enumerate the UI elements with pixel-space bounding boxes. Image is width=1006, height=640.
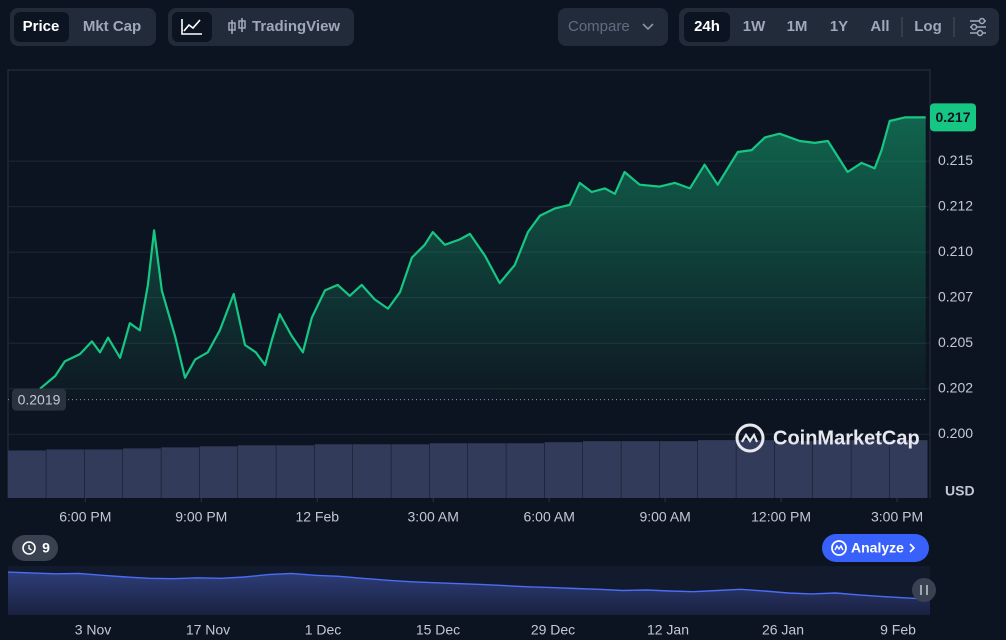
- reference-label-bg: [12, 388, 66, 411]
- history-icon: [22, 541, 36, 555]
- navigator-date-label: 3 Nov: [75, 622, 112, 638]
- range-all[interactable]: All: [870, 18, 889, 35]
- navigator-date-label: 15 Dec: [416, 622, 460, 638]
- settings-icon: [976, 29, 984, 37]
- history-count: 9: [42, 540, 50, 556]
- analyze-btn[interactable]: [822, 534, 929, 562]
- range-1m[interactable]: 1M: [787, 18, 808, 35]
- tab-active-bg[interactable]: [14, 12, 69, 42]
- x-tick-label: 9:00 AM: [639, 509, 690, 525]
- volume-bar: [889, 440, 928, 498]
- y-tick-label: 0.207: [938, 288, 973, 304]
- volume-bar: [161, 447, 200, 498]
- volume-bar: [506, 443, 545, 498]
- navigator-date-label: 1 Dec: [305, 622, 342, 638]
- tab-mktcap[interactable]: Mkt Cap: [83, 18, 141, 35]
- volume-bar: [698, 440, 736, 498]
- volume-bar: [123, 448, 161, 498]
- current-price-label: 0.217: [935, 109, 970, 125]
- mode-group: [168, 8, 354, 46]
- currency-label: USD: [945, 483, 975, 499]
- volume-bar: [583, 441, 621, 498]
- analyze-label[interactable]: Analyze: [851, 540, 904, 556]
- volume-bar: [659, 441, 698, 498]
- volume-bar: [238, 445, 276, 498]
- navigator-area: [8, 572, 930, 615]
- navigator-handle[interactable]: [912, 578, 936, 602]
- line-icon: [181, 19, 202, 35]
- price-line: [39, 116, 926, 390]
- price-area: [40, 117, 926, 400]
- analyze-chevron: [909, 543, 916, 553]
- volume-bar: [774, 441, 813, 498]
- plot-frame: [7, 69, 931, 498]
- volume-bar: [314, 444, 353, 498]
- navigator-handle-grip: [920, 585, 928, 595]
- chevron-icon: [642, 23, 654, 31]
- tradingview-btn[interactable]: TradingView: [252, 18, 340, 35]
- analyze-icon: [834, 544, 844, 551]
- watermark: CoinMarketCap: [773, 427, 920, 449]
- range-active-bg[interactable]: [684, 12, 730, 42]
- settings-icon: [978, 17, 986, 25]
- navigator-date-label: 12 Jan: [647, 622, 689, 638]
- volume-bar: [46, 449, 85, 498]
- volume-bar: [621, 441, 660, 498]
- y-tick-label: 0.215: [938, 152, 973, 168]
- y-tick-label: 0.200: [938, 425, 973, 441]
- y-tick-label: 0.212: [938, 197, 973, 213]
- volume-bar: [391, 444, 430, 498]
- range-24h[interactable]: 24h: [694, 18, 720, 35]
- volume-bar: [8, 450, 46, 498]
- x-tick-label: 12:00 PM: [751, 509, 811, 525]
- x-tick-label: 6:00 AM: [523, 509, 574, 525]
- volume-bar: [851, 440, 890, 498]
- x-tick-label: 12 Feb: [295, 509, 339, 525]
- candle-icon: [228, 22, 236, 31]
- compare-btn[interactable]: Compare: [568, 18, 630, 35]
- watermark-logo: [741, 432, 759, 443]
- x-tick-label: 9:00 PM: [175, 509, 227, 525]
- x-tick-label: 3:00 AM: [408, 509, 459, 525]
- reference-label: 0.2019: [18, 391, 61, 407]
- navigator-date-label: 9 Feb: [880, 622, 916, 638]
- volume-bar: [468, 443, 506, 498]
- y-tick-label: 0.210: [938, 243, 973, 259]
- current-price-badge: [930, 103, 976, 132]
- y-tick-label: 0.205: [938, 334, 973, 350]
- y-tick-label: 0.202: [938, 379, 973, 395]
- candle-icon: [238, 20, 246, 29]
- volume-bar: [84, 449, 123, 498]
- tab-price[interactable]: Price: [23, 18, 60, 35]
- range-1w[interactable]: 1W: [743, 18, 766, 35]
- volume-bar: [429, 443, 468, 498]
- history-icon: [28, 545, 32, 551]
- navigator-date-label: 26 Jan: [762, 622, 804, 638]
- settings-icon: [970, 23, 978, 31]
- x-tick-label: 6:00 PM: [59, 509, 111, 525]
- navigator-line: [7, 571, 931, 600]
- volume-bar: [544, 442, 583, 498]
- analyze-icon: [831, 540, 847, 556]
- compare-btn-bg[interactable]: [558, 8, 668, 46]
- navigator-date-label: 17 Nov: [186, 622, 230, 638]
- range-group: [679, 8, 999, 46]
- range-1y[interactable]: 1Y: [830, 18, 848, 35]
- volume-bar: [276, 445, 315, 498]
- log-btn[interactable]: Log: [914, 18, 942, 35]
- navigator-date-label: 29 Dec: [531, 622, 575, 638]
- volume-bar: [813, 440, 851, 498]
- watermark-logo: [735, 423, 765, 453]
- volume-bar: [199, 446, 238, 498]
- volume-bar: [353, 444, 391, 498]
- x-tick-label: 3:00 PM: [871, 509, 923, 525]
